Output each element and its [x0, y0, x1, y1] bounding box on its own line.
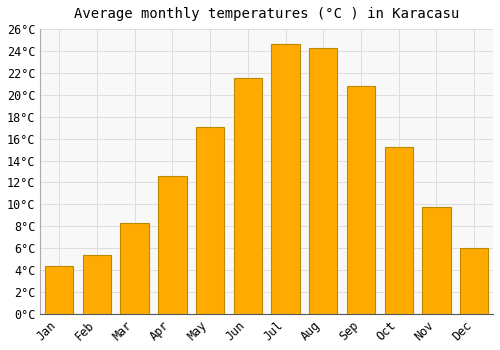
Bar: [234, 78, 262, 314]
Bar: [309, 48, 338, 314]
Bar: [196, 127, 224, 314]
Bar: [347, 86, 375, 314]
Bar: [272, 44, 299, 314]
Bar: [120, 223, 149, 314]
Title: Average monthly temperatures (°C ) in Karacasu: Average monthly temperatures (°C ) in Ka…: [74, 7, 460, 21]
Bar: [422, 206, 450, 314]
Bar: [158, 176, 186, 314]
Bar: [460, 248, 488, 314]
Bar: [83, 255, 111, 314]
Bar: [45, 266, 74, 314]
Bar: [384, 147, 413, 314]
